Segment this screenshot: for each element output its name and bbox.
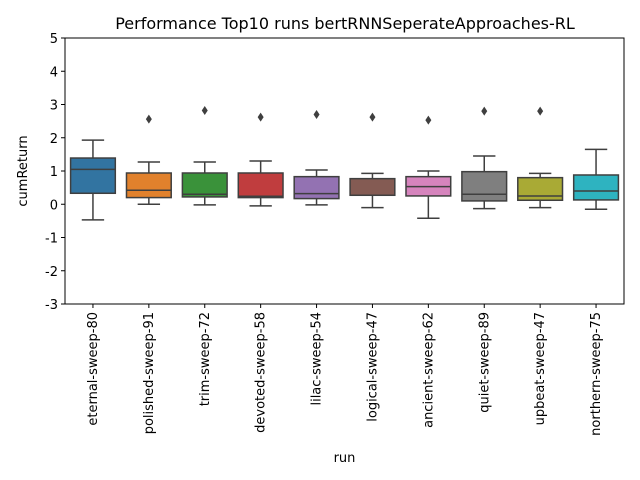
iqr-box [517, 176, 564, 202]
box-polished-sweep-91 [125, 114, 172, 205]
y-tick-label: -3 [45, 298, 58, 313]
iqr-box [349, 177, 396, 197]
chart-title: Performance Top10 runs bertRNNSeperateAp… [115, 14, 575, 33]
y-tick-label: 0 [50, 198, 58, 213]
y-tick-label: 1 [50, 165, 58, 180]
box-eternal-sweep-80 [69, 139, 117, 221]
y-tick-label: 3 [50, 99, 58, 114]
outlier-point [425, 115, 432, 125]
iqr-box [181, 172, 228, 198]
axes-frame [64, 37, 625, 305]
box-quiet-sweep-89 [461, 106, 508, 210]
box-ancient-sweep-62 [405, 115, 452, 219]
y-axis: -3 -2 -1 0 1 2 3 4 5 [45, 32, 65, 313]
iqr-box [237, 172, 284, 199]
y-tick-label: 5 [50, 32, 58, 47]
y-tick-label: 2 [50, 132, 58, 147]
box-devoted-sweep-58 [237, 112, 284, 207]
box-northern-sweep-75 [572, 148, 620, 210]
x-tick-label: ancient-sweep-62 [421, 312, 436, 428]
y-axis-label: cumReturn [16, 135, 31, 206]
x-axis: eternal-sweep-80 polished-sweep-91 trim-sw… [86, 304, 604, 436]
x-tick-label: eternal-sweep-80 [86, 312, 101, 426]
x-tick-label: devoted-sweep-58 [254, 312, 269, 433]
box-logical-sweep-47 [349, 112, 396, 209]
iqr-box [69, 157, 117, 195]
iqr-box [461, 170, 508, 202]
box-upbeat-sweep-47 [517, 106, 564, 209]
x-tick-label: trim-sweep-72 [198, 312, 213, 406]
box-lilac-sweep-54 [293, 109, 340, 206]
iqr-box [125, 172, 172, 199]
y-tick-label: 4 [50, 65, 58, 80]
y-tick-label: -2 [45, 265, 58, 280]
x-tick-label: logical-sweep-47 [365, 312, 380, 422]
iqr-box [572, 174, 620, 201]
outlier-point [201, 105, 208, 115]
box-trim-sweep-72 [181, 105, 228, 206]
x-tick-label: northern-sweep-75 [589, 312, 604, 436]
x-axis-label: run [334, 451, 356, 466]
outlier-point [537, 106, 544, 116]
x-tick-label: polished-sweep-91 [142, 312, 157, 434]
outlier-point [145, 114, 152, 124]
x-tick-label: upbeat-sweep-47 [533, 312, 548, 425]
outlier-point [313, 109, 320, 119]
outlier-point [257, 112, 264, 122]
outlier-point [481, 106, 488, 116]
x-tick-label: lilac-sweep-54 [310, 312, 325, 406]
iqr-box [293, 175, 340, 200]
outlier-point [369, 112, 376, 122]
x-tick-label: quiet-sweep-89 [477, 312, 492, 413]
y-tick-label: -1 [45, 232, 58, 247]
plot-area [69, 105, 620, 221]
